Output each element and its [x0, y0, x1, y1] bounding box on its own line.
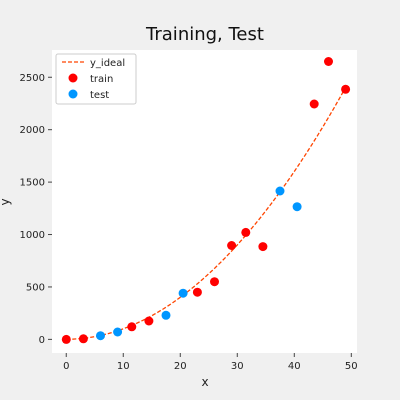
x-tick-label-50: 50 [345, 361, 358, 372]
point-test-4 [275, 186, 285, 196]
legend-label-test: test [90, 90, 109, 101]
x-tick-label-30: 30 [231, 361, 244, 372]
legend-label-ideal: y_ideal [90, 58, 125, 69]
point-train-0 [61, 334, 71, 344]
point-train-7 [241, 227, 251, 237]
legend: y_ideal train test [55, 53, 137, 105]
point-test-5 [292, 202, 302, 212]
y-tick-label-2500: 2500 [20, 73, 45, 84]
y-tick-label-2000: 2000 [20, 125, 45, 136]
point-train-4 [192, 287, 202, 297]
x-tick-label-0: 0 [63, 361, 69, 372]
y-tick-label-500: 500 [26, 282, 45, 293]
point-train-11 [341, 84, 351, 94]
y-tick-label-0: 0 [39, 335, 45, 346]
point-train-5 [210, 277, 219, 287]
point-test-2 [161, 310, 171, 320]
x-tick-label-10: 10 [117, 361, 130, 372]
point-test-1 [113, 327, 123, 337]
point-train-6 [227, 241, 237, 250]
points-layer [61, 57, 351, 344]
lines-layer [66, 87, 347, 340]
point-test-0 [96, 331, 105, 341]
legend-label-train: train [90, 74, 113, 85]
y-axis-label: y [0, 198, 12, 205]
point-train-1 [78, 334, 88, 344]
point-train-10 [324, 57, 333, 66]
chart-title: Training, Test [145, 24, 264, 45]
x-tick-label-40: 40 [288, 361, 301, 372]
legend-swatch-train [68, 73, 78, 83]
legend-swatch-test [68, 89, 78, 99]
point-train-3 [144, 316, 154, 326]
series-line-ideal [66, 87, 347, 340]
point-test-3 [178, 288, 188, 298]
y-tick-label-1500: 1500 [20, 178, 45, 189]
x-tick-label-20: 20 [174, 361, 187, 372]
y-tick-label-1000: 1000 [20, 230, 45, 241]
point-train-8 [258, 242, 268, 252]
x-axis-label: x [201, 375, 208, 389]
point-train-9 [309, 99, 319, 109]
point-train-2 [127, 322, 137, 332]
